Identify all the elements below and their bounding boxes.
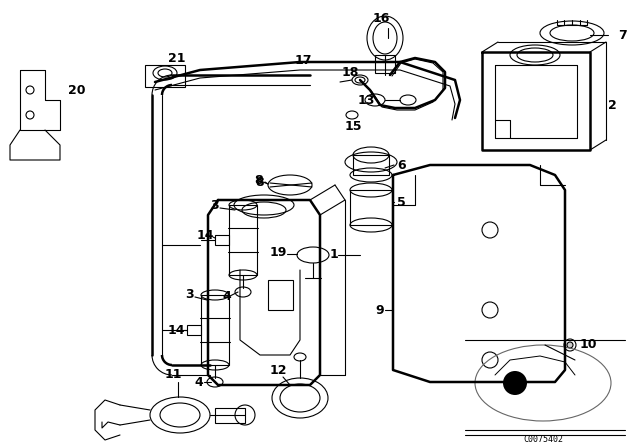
Text: 8: 8 [255,176,264,189]
Bar [353,155,389,175]
Text: 19: 19 [270,246,287,258]
Text: 4: 4 [194,375,203,388]
Text: 14: 14 [168,323,186,336]
Text: 18: 18 [342,65,360,78]
Text: 8: 8 [254,173,262,186]
Text: 10: 10 [580,339,598,352]
Bar [350,190,392,225]
Text: 6: 6 [397,159,406,172]
Text: 17: 17 [295,53,312,66]
Text: 12: 12 [270,363,287,376]
Bar [201,295,229,365]
Text: 1: 1 [330,249,339,262]
Text: 13: 13 [358,94,376,107]
Text: 11: 11 [165,369,182,382]
Text: 3: 3 [185,288,194,301]
Text: 2: 2 [608,99,617,112]
Text: 7: 7 [618,29,627,42]
Text: 21: 21 [168,52,186,65]
Bar [268,280,293,310]
Bar [215,235,229,245]
Text: 14: 14 [197,228,214,241]
Bar [229,205,257,275]
Bar [215,408,245,423]
Bar [145,65,185,87]
Circle shape [503,371,527,395]
Bar [375,55,395,73]
Text: 9: 9 [375,303,383,316]
Text: 20: 20 [68,83,86,96]
Text: C0075402: C0075402 [523,435,563,444]
Bar [187,325,201,335]
Text: 15: 15 [345,120,362,133]
Text: 16: 16 [373,12,390,25]
Text: 5: 5 [397,195,406,208]
Text: 4: 4 [222,289,231,302]
Circle shape [567,342,573,348]
Text: 3: 3 [210,198,219,211]
